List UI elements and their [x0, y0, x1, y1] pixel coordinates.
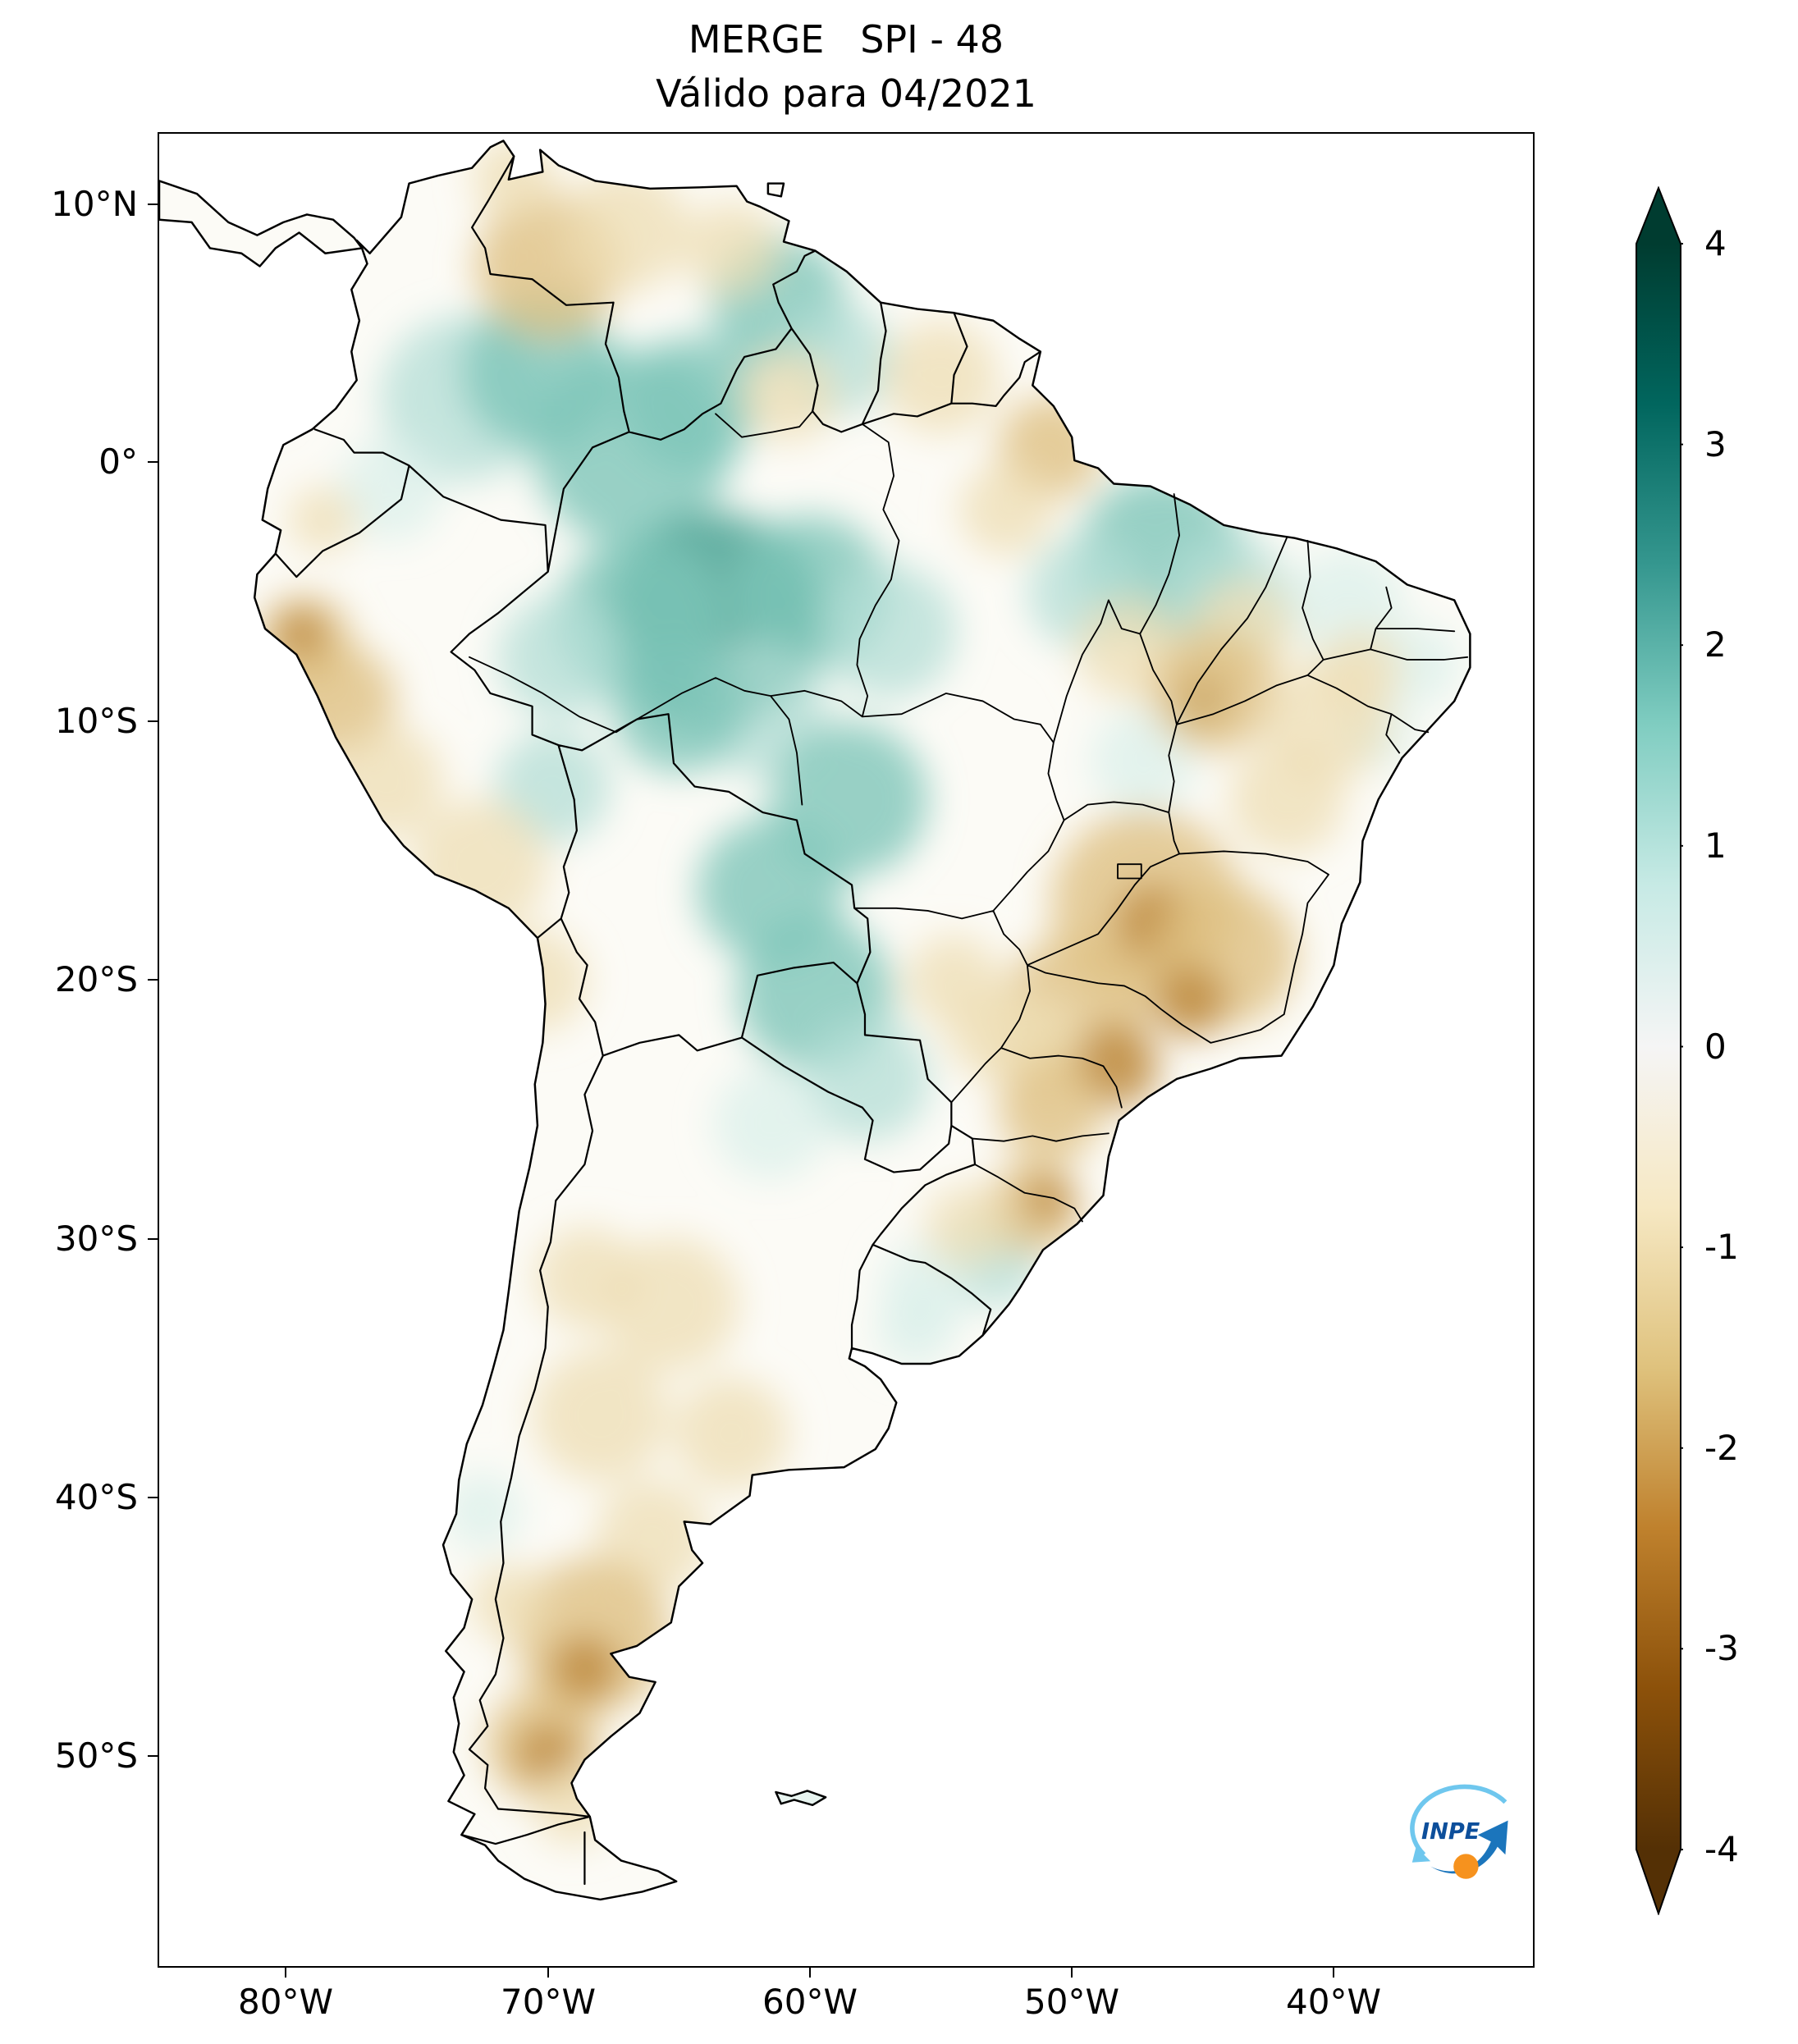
map-frame — [158, 132, 1535, 1968]
x-tick-mark — [809, 1968, 811, 1978]
y-tick-mark — [148, 979, 158, 981]
colorbar-tick-m4: -4 — [1704, 1829, 1739, 1869]
y-tick-mark — [148, 1755, 158, 1757]
x-tick-mark — [1071, 1968, 1073, 1978]
colorbar-tick-1: 1 — [1704, 825, 1727, 866]
trinidad-island — [766, 182, 785, 198]
colorbar-tick-2: 2 — [1704, 624, 1727, 665]
x-tick-label-50w: 50°W — [1024, 1982, 1119, 2022]
x-tick-label-40w: 40°W — [1286, 1982, 1381, 2022]
central-america-coast — [159, 180, 364, 268]
x-tick-mark — [285, 1968, 286, 1978]
colorbar-tick-4: 4 — [1704, 223, 1727, 263]
inpe-arrow-icon — [1430, 1820, 1508, 1874]
figure-subtitle: Válido para 04/2021 — [656, 71, 1036, 116]
colorbar-tick-3: 3 — [1704, 424, 1727, 464]
south-america-spi-map — [159, 134, 1533, 1966]
y-tick-label-30s: 30°S — [54, 1219, 138, 1259]
colorbar-tick-marks — [1681, 243, 1683, 1850]
spi-anomaly-blobs — [257, 140, 1460, 1845]
x-tick-label-80w: 80°W — [238, 1982, 333, 2022]
y-tick-label-40s: 40°S — [54, 1477, 138, 1517]
y-tick-mark — [148, 461, 158, 463]
x-tick-label-60w: 60°W — [762, 1982, 858, 2022]
y-tick-label-0: 0° — [98, 441, 138, 482]
x-tick-mark — [1333, 1968, 1334, 1978]
colorbar-tick-m2: -2 — [1704, 1428, 1739, 1468]
figure-title: MERGE SPI - 48 — [688, 17, 1004, 62]
inpe-logo: INPE — [1410, 1784, 1508, 1879]
colorbar-tick-0: 0 — [1704, 1027, 1727, 1067]
y-tick-mark — [148, 1497, 158, 1498]
y-tick-label-10s: 10°S — [54, 701, 138, 741]
inpe-logo-text: INPE — [1421, 1819, 1480, 1845]
y-tick-mark — [148, 1238, 158, 1240]
falkland-islands — [775, 1790, 827, 1807]
x-tick-label-70w: 70°W — [501, 1982, 596, 2022]
y-tick-label-50s: 50°S — [54, 1735, 138, 1776]
x-tick-mark — [547, 1968, 549, 1978]
state-borders — [469, 410, 1469, 1223]
y-tick-mark — [148, 203, 158, 205]
inpe-orange-dot — [1453, 1854, 1479, 1879]
colorbar-tick-m1: -1 — [1704, 1227, 1739, 1267]
y-tick-label-20s: 20°S — [54, 959, 138, 999]
colorbar-tick-m3: -3 — [1704, 1628, 1739, 1668]
inpe-orbit-icon — [1410, 1784, 1508, 1879]
y-tick-mark — [148, 720, 158, 722]
colorbar-gradient — [1636, 186, 1681, 1915]
y-tick-label-10n: 10°N — [51, 184, 138, 224]
colorbar — [1636, 186, 1683, 1915]
